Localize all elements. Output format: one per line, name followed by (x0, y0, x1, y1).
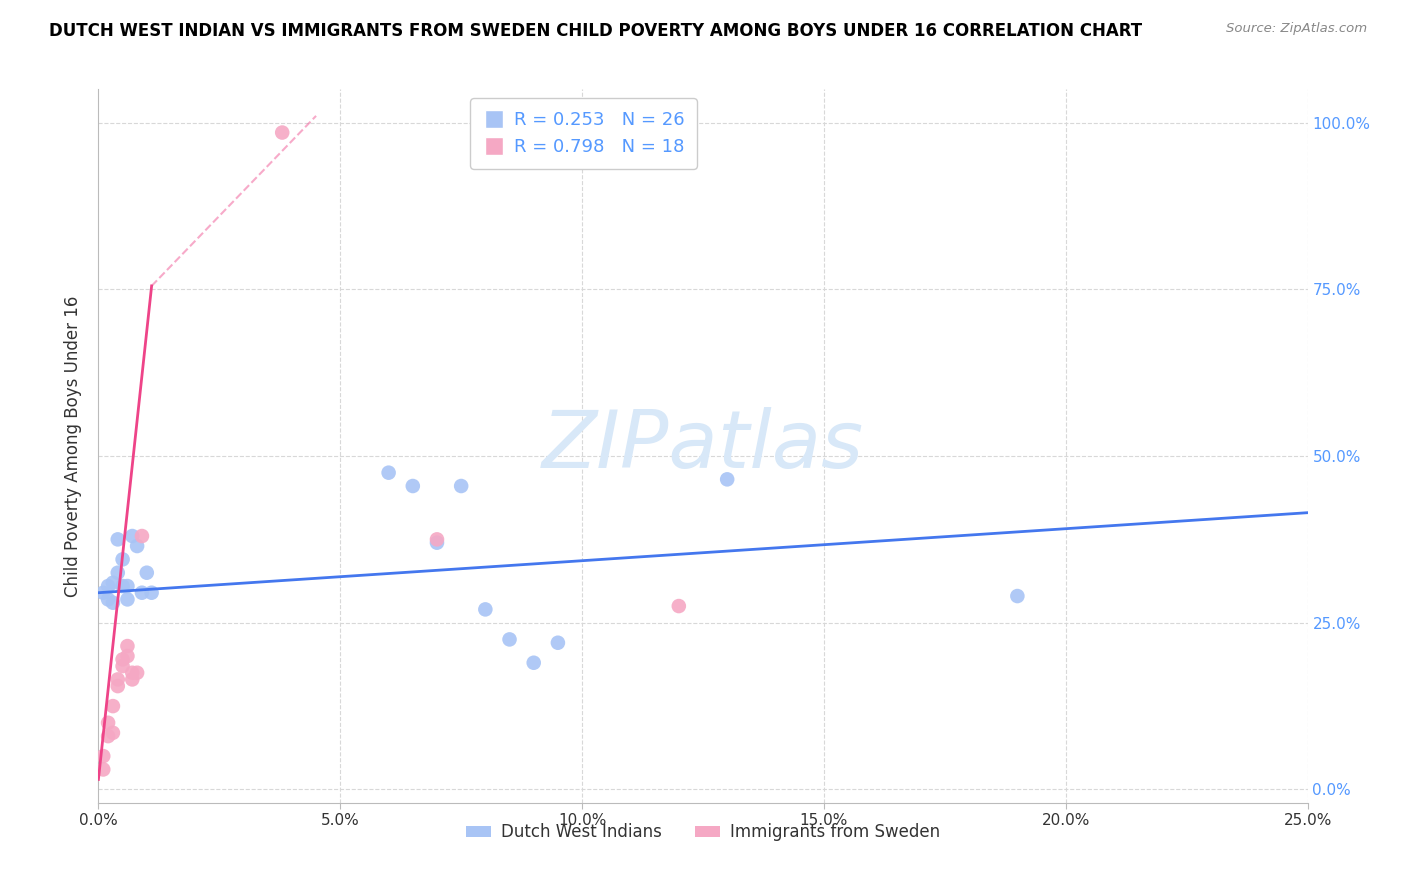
Point (107, 673, 129, 687)
Point (121, 529, 143, 543)
Point (402, 479, 425, 493)
Text: Source: ZipAtlas.com: Source: ZipAtlas.com (1226, 22, 1367, 36)
Point (498, 632, 520, 647)
Point (101, 699, 124, 714)
Point (547, 636, 569, 650)
Point (91, 585, 114, 599)
Point (111, 552, 134, 566)
Point (111, 659, 134, 673)
Point (117, 592, 139, 607)
Point (117, 579, 139, 593)
Point (1007, 589, 1029, 603)
Point (668, 599, 690, 613)
Point (97, 729, 120, 743)
Text: DUTCH WEST INDIAN VS IMMIGRANTS FROM SWEDEN CHILD POVERTY AMONG BOYS UNDER 16 CO: DUTCH WEST INDIAN VS IMMIGRANTS FROM SWE… (49, 22, 1142, 40)
Point (111, 579, 134, 593)
Point (135, 566, 157, 580)
Point (121, 673, 143, 687)
Point (131, 529, 153, 543)
Point (101, 725, 124, 739)
Point (121, 665, 143, 680)
Point (97, 715, 120, 730)
Point (91, 749, 114, 764)
Point (101, 596, 124, 610)
Point (97, 579, 120, 593)
Point (107, 679, 129, 693)
Point (716, 472, 738, 486)
Point (101, 575, 124, 590)
Point (127, 539, 149, 553)
Point (523, 656, 546, 670)
Point (97, 592, 120, 607)
Point (426, 533, 449, 547)
Point (117, 649, 139, 664)
Point (107, 533, 129, 547)
Point (117, 639, 139, 653)
Point (107, 566, 129, 580)
Point (474, 602, 496, 616)
Point (271, 126, 294, 140)
Point (131, 585, 153, 599)
Point (377, 466, 399, 480)
Point (111, 652, 134, 666)
Y-axis label: Child Poverty Among Boys Under 16: Child Poverty Among Boys Under 16 (65, 295, 83, 597)
Point (426, 535, 449, 549)
Point (141, 585, 163, 599)
Point (127, 665, 149, 680)
Point (91, 763, 114, 777)
Text: ZIPatlas: ZIPatlas (541, 407, 865, 485)
Legend: Dutch West Indians, Immigrants from Sweden: Dutch West Indians, Immigrants from Swed… (460, 817, 946, 848)
Point (450, 479, 472, 493)
